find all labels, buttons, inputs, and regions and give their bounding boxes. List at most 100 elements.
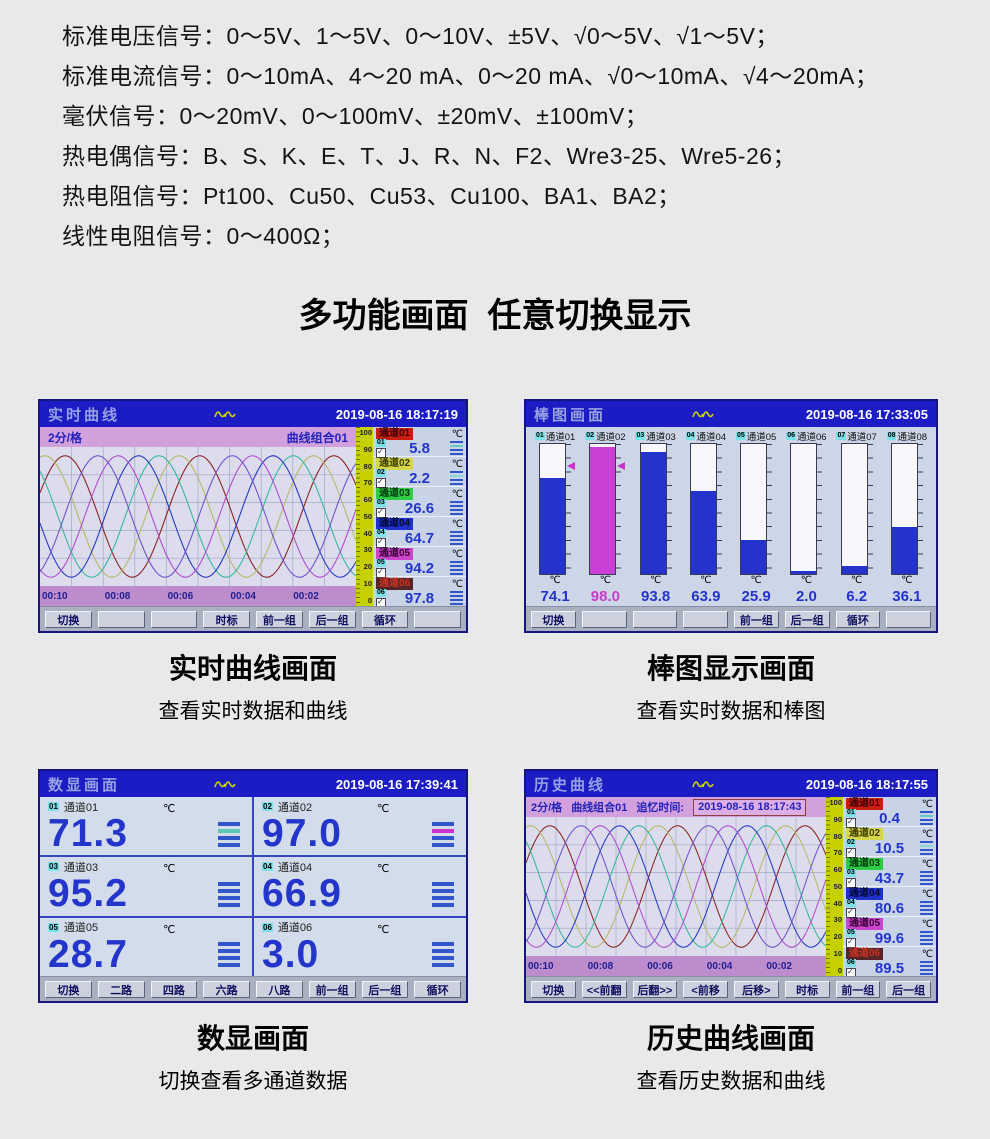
history-curves-chart [526,817,826,956]
screen-button[interactable]: 八路 [256,980,303,998]
history-topbar: 2分/格 曲线组合01 追忆时间: 2019-08-16 18:17:43 [526,797,826,817]
button-bar: 切换 时标 前一组 后一组 循环 [40,606,466,631]
bar-channel-label: 08 通道08 [886,428,927,443]
channel-checkbox[interactable] [376,567,386,578]
screen-body: 2分/格 曲线组合01 追忆时间: 2019-08-16 18:17:43 00… [526,797,936,978]
channel-mini-col: 04 [846,898,859,918]
bar-fill [590,446,616,574]
screen-button[interactable]: 时标 [203,610,250,628]
digital-cell-header: 06 通道06 [262,921,458,934]
screen-button[interactable]: 切换 [45,980,92,998]
screen-button[interactable]: 后一组 [886,980,931,998]
screen-button[interactable] [886,610,931,628]
channel-value: 89.5 [874,959,905,977]
channel-tag: 通道02 [376,458,414,470]
brand-wave-icon [692,781,714,788]
channel-checkbox[interactable] [846,907,856,918]
channel-block: 通道04 ℃ 04 80.6 [843,887,936,918]
screen-button[interactable]: 后翻>> [632,980,678,998]
spec-line: 标准电流信号：0～10mA、4～20 mA、0～20 mA、√0～10mA、√4… [62,63,879,89]
screen-bargraph: 棒图画面 2019-08-16 17:33:05 01 通道01 [524,399,938,633]
channel-header: 通道06 ℃ [846,948,933,960]
channel-id-badge: 03 [846,868,856,877]
channel-unit: ℃ [376,863,390,876]
digital-cell-main: 66.9 [262,873,458,915]
channel-mini-col: 02 [846,838,859,858]
channel-checkbox[interactable] [846,877,856,888]
screen-button[interactable] [414,610,461,628]
screen-button[interactable]: <前移 [683,980,728,998]
caption: 实时曲线画面 查看实时数据和曲线 [38,633,468,769]
channel-id-badge: 06 [376,588,386,597]
channel-header: 通道06 ℃ [376,578,463,590]
channel-tag: 通道04 [696,431,727,443]
bar-channel-label: 04 通道04 [685,428,727,443]
screen-button[interactable] [150,610,198,628]
screen-button[interactable]: 前一组 [734,610,779,628]
curve-group-label: 曲线组合01 [571,802,628,814]
bar-channel-label: 07 通道07 [836,428,877,443]
screen-button[interactable]: 切换 [45,610,92,628]
bar-tube [890,443,918,575]
screen-button[interactable]: 循环 [361,610,409,628]
menu-bars-icon [218,881,240,907]
channel-unit: ℃ [921,888,933,900]
channel-unit: ℃ [162,803,176,815]
time-tick: 00:08 [587,960,614,972]
bar-channel: 07 通道07 ℃ 6.2 [832,428,882,606]
screen-button[interactable]: 循环 [414,980,461,998]
screen-button[interactable]: 前一组 [835,980,881,998]
screen-button[interactable] [683,610,728,628]
channel-checkbox[interactable] [376,507,386,518]
screen-button[interactable]: 切换 [531,980,576,998]
scale-tick: 20 [363,562,372,571]
channel-checkbox[interactable] [846,847,856,858]
channel-checkbox[interactable] [376,537,386,548]
screen-button[interactable] [97,610,145,628]
brand-wave-icon [214,411,236,418]
channel-id-badge: 01 [376,438,386,447]
screen-button[interactable]: 二路 [97,980,145,998]
screen-button[interactable]: 后一组 [784,610,830,628]
channel-checkbox[interactable] [846,817,856,828]
digital-cell-header: 02 通道02 [262,800,458,814]
screen-button[interactable]: 后一组 [308,610,356,628]
screen-button[interactable]: 切换 [531,610,576,628]
channel-tag: 通道05 [746,431,777,443]
channel-row: 01 0.4 [846,808,933,828]
screen-button[interactable]: 四路 [150,980,198,998]
channel-value: 63.9 [691,588,721,605]
screen-datetime: 2019-08-16 18:17:19 [335,406,458,422]
channel-row: 03 43.7 [846,868,933,888]
time-axis: 00:10 00:08 00:06 00:04 00:02 [40,586,356,606]
screen-button[interactable]: 时标 [784,980,830,998]
bar-gauge [689,443,722,575]
screen-button[interactable]: 前一组 [308,980,356,998]
channel-tag: 通道04 [376,518,414,530]
recall-time-label: 追忆时间: [636,802,685,814]
channel-tag: 通道06 [796,431,827,443]
bar-fill [891,527,917,574]
realtime-curves-chart [40,447,356,586]
screen-button[interactable]: 循环 [835,610,881,628]
time-tick: 00:10 [528,960,554,972]
channel-checkbox[interactable] [376,447,386,458]
screen-button[interactable]: 后一组 [361,980,409,998]
menu-bars-icon [450,561,463,575]
channel-value: 71.3 [48,812,128,855]
channel-checkbox[interactable] [376,477,386,488]
screen-button[interactable] [632,610,678,628]
caption-title: 实时曲线画面 [168,653,337,684]
screen-button[interactable]: 六路 [203,980,250,998]
channel-unit: ℃ [162,863,176,876]
scale-tick: 50 [363,511,372,521]
channel-checkbox[interactable] [846,937,856,948]
bar-fill [791,571,817,574]
screen-button[interactable] [581,610,627,628]
screen-button[interactable]: 后移> [734,980,779,998]
channel-id-badge: 02 [376,468,386,477]
screen-button[interactable]: <<前翻 [581,980,627,998]
screen-button[interactable]: 前一组 [256,610,303,628]
channel-id-badge: 07 [836,431,847,440]
channel-value: 2.0 [795,588,817,605]
